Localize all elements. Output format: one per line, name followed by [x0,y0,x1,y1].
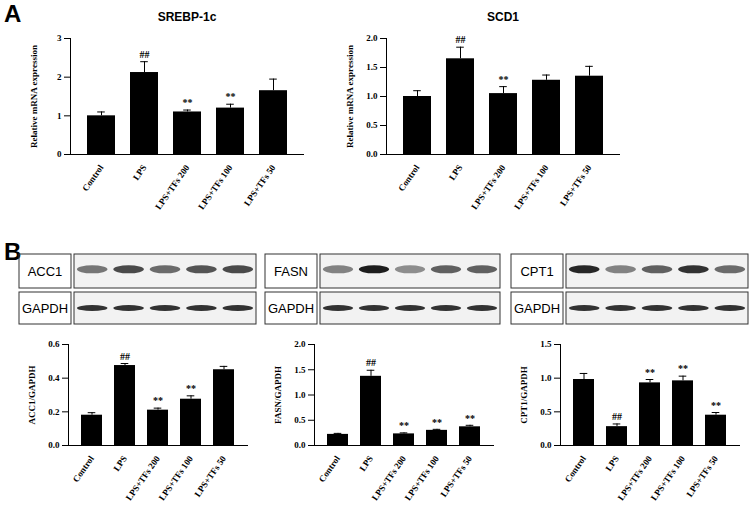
svg-text:##: ## [120,351,130,362]
svg-text:CPT1: CPT1 [520,264,553,279]
svg-text:LPS+TFs 100: LPS+TFs 100 [403,453,442,502]
html-text:SREBP-1c: SREBP-1c [157,10,217,24]
svg-text:LPS: LPS [357,454,375,473]
svg-text:**: ** [711,400,721,411]
svg-text:Control: Control [71,453,97,484]
svg-text:1.5: 1.5 [366,62,378,72]
svg-text:LPS+TFs 200: LPS+TFs 200 [153,162,192,211]
svg-text:LPS+TFs 50: LPS+TFs 50 [242,162,278,207]
svg-text:GAPDH: GAPDH [268,301,314,316]
svg-text:0.5: 0.5 [294,415,306,425]
svg-text:Control: Control [317,453,343,484]
svg-text:**: ** [465,413,475,424]
svg-text:GAPDH: GAPDH [514,301,560,316]
svg-text:LPS: LPS [131,163,149,182]
svg-text:2.0: 2.0 [294,339,306,349]
svg-text:LPS+TFs 50: LPS+TFs 50 [438,453,474,498]
svg-text:0.5: 0.5 [540,407,552,417]
svg-text:LPS+TFs 100: LPS+TFs 100 [512,162,551,211]
svg-text:##: ## [612,411,622,422]
svg-text:1.5: 1.5 [294,365,306,375]
svg-text:1.0: 1.0 [540,373,552,383]
svg-text:LPS: LPS [603,454,621,473]
svg-text:LPS+TFs 200: LPS+TFs 200 [124,453,163,502]
svg-text:LPS+TFs 100: LPS+TFs 100 [157,453,196,502]
svg-text:1.0: 1.0 [366,91,378,101]
svg-text:3: 3 [57,33,62,43]
svg-text:Relative mRNA expression: Relative mRNA expression [345,45,355,148]
svg-text:##: ## [140,49,150,60]
svg-text:0.4: 0.4 [48,373,60,383]
svg-text:LPS+TFs 100: LPS+TFs 100 [196,162,235,211]
svg-text:0.0: 0.0 [540,440,552,450]
svg-text:ACC1/GAPDH: ACC1/GAPDH [27,366,37,425]
svg-text:Relative mRNA expression: Relative mRNA expression [29,45,39,148]
svg-text:FASN: FASN [274,264,308,279]
svg-text:Control: Control [396,162,422,193]
svg-text:LPS+TFs 200: LPS+TFs 200 [370,453,409,502]
svg-text:LPS+TFs 200: LPS+TFs 200 [616,453,655,502]
svg-text:0.5: 0.5 [366,120,378,130]
svg-text:LPS+TFs 200: LPS+TFs 200 [469,162,508,211]
svg-text:FASN/GAPDH: FASN/GAPDH [273,366,283,424]
svg-text:0.0: 0.0 [294,440,306,450]
svg-text:2: 2 [57,72,62,82]
svg-text:0.0: 0.0 [48,440,60,450]
svg-text:0.6: 0.6 [48,339,60,349]
html-text:B: B [4,238,22,265]
svg-text:Control: Control [563,453,589,484]
svg-text:**: ** [153,395,163,406]
svg-text:**: ** [399,420,409,431]
svg-text:##: ## [366,357,376,368]
svg-text:2.0: 2.0 [366,33,378,43]
svg-text:Control: Control [80,162,106,193]
html-text:A: A [4,0,22,27]
svg-text:LPS: LPS [447,163,465,182]
svg-text:**: ** [499,74,509,85]
svg-text:GAPDH: GAPDH [22,301,68,316]
html-text:SCD1: SCD1 [487,10,519,24]
svg-text:CPT1/GAPDH: CPT1/GAPDH [519,366,529,424]
svg-text:ACC1: ACC1 [28,264,63,279]
svg-text:**: ** [226,91,236,102]
svg-text:LPS+TFs 50: LPS+TFs 50 [558,162,594,207]
svg-text:1.0: 1.0 [294,390,306,400]
svg-text:**: ** [183,97,193,108]
svg-text:1: 1 [57,111,62,121]
svg-text:**: ** [186,383,196,394]
svg-text:LPS: LPS [111,454,129,473]
svg-text:0.2: 0.2 [48,407,60,417]
svg-text:**: ** [678,363,688,374]
svg-text:0: 0 [57,149,62,159]
svg-text:0.0: 0.0 [366,149,378,159]
svg-text:LPS+TFs 50: LPS+TFs 50 [192,453,228,498]
svg-text:LPS+TFs 50: LPS+TFs 50 [684,453,720,498]
svg-text:##: ## [456,34,466,45]
svg-text:**: ** [645,367,655,378]
svg-text:LPS+TFs 100: LPS+TFs 100 [649,453,688,502]
svg-text:1.5: 1.5 [540,339,552,349]
svg-text:**: ** [432,417,442,428]
